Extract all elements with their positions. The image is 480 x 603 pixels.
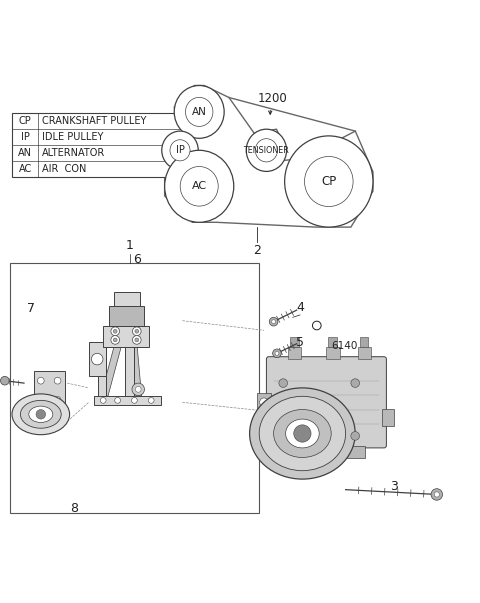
Ellipse shape	[185, 97, 213, 127]
Text: 1: 1	[126, 239, 133, 252]
Circle shape	[36, 409, 46, 419]
Ellipse shape	[162, 131, 198, 169]
Ellipse shape	[180, 166, 218, 206]
Text: 3: 3	[390, 480, 397, 493]
Polygon shape	[89, 343, 106, 376]
Text: TENSIONER: TENSIONER	[243, 146, 289, 155]
Text: IP: IP	[176, 145, 184, 156]
Circle shape	[54, 397, 61, 403]
Ellipse shape	[246, 129, 287, 171]
Circle shape	[111, 336, 120, 344]
Ellipse shape	[274, 409, 331, 458]
Polygon shape	[103, 326, 149, 347]
Text: AC: AC	[192, 182, 207, 191]
Polygon shape	[130, 343, 142, 396]
Circle shape	[135, 329, 139, 333]
Ellipse shape	[165, 150, 234, 223]
Polygon shape	[109, 306, 144, 326]
Text: 6: 6	[133, 253, 141, 267]
Ellipse shape	[304, 156, 353, 207]
Ellipse shape	[29, 406, 53, 423]
Polygon shape	[34, 371, 65, 407]
Circle shape	[273, 349, 281, 358]
Text: 2: 2	[253, 244, 261, 257]
Bar	[288, 347, 301, 359]
Circle shape	[37, 397, 44, 403]
Bar	[382, 409, 394, 426]
Bar	[290, 338, 299, 347]
Bar	[358, 347, 371, 359]
Circle shape	[111, 327, 120, 336]
Polygon shape	[114, 292, 140, 306]
Text: 8: 8	[71, 502, 78, 516]
Circle shape	[132, 397, 137, 403]
Text: AC: AC	[19, 164, 32, 174]
Circle shape	[115, 397, 120, 403]
Text: IP: IP	[21, 132, 30, 142]
Circle shape	[279, 379, 288, 387]
Circle shape	[260, 398, 268, 406]
Circle shape	[135, 338, 139, 342]
Circle shape	[269, 317, 278, 326]
Circle shape	[113, 338, 117, 342]
Text: 6140: 6140	[332, 341, 358, 351]
Ellipse shape	[20, 400, 61, 428]
Text: 4: 4	[296, 302, 304, 314]
Text: CP: CP	[321, 175, 336, 188]
Circle shape	[37, 377, 44, 384]
Bar	[12, 113, 185, 177]
Bar	[10, 263, 259, 513]
Circle shape	[279, 432, 288, 440]
Circle shape	[91, 353, 103, 365]
Ellipse shape	[255, 139, 277, 162]
Circle shape	[148, 397, 154, 403]
Circle shape	[275, 352, 279, 355]
Circle shape	[0, 376, 9, 385]
Ellipse shape	[285, 136, 373, 227]
Ellipse shape	[259, 396, 346, 471]
Bar	[360, 338, 368, 347]
Circle shape	[100, 397, 106, 403]
Circle shape	[351, 432, 360, 440]
Circle shape	[54, 377, 61, 384]
Ellipse shape	[170, 140, 190, 161]
Text: AIR  CON: AIR CON	[42, 164, 86, 174]
Polygon shape	[98, 347, 106, 396]
FancyBboxPatch shape	[266, 357, 386, 448]
Polygon shape	[293, 446, 365, 458]
Circle shape	[132, 327, 141, 336]
Ellipse shape	[12, 394, 70, 435]
Polygon shape	[101, 343, 122, 396]
Text: 7: 7	[27, 302, 35, 315]
Bar	[326, 347, 340, 359]
Circle shape	[113, 329, 117, 333]
Text: CP: CP	[19, 116, 32, 126]
Text: 1200: 1200	[258, 92, 288, 105]
Polygon shape	[94, 396, 161, 405]
Circle shape	[434, 492, 439, 497]
Ellipse shape	[174, 86, 224, 138]
Circle shape	[272, 320, 276, 324]
Text: ALTERNATOR: ALTERNATOR	[42, 148, 106, 158]
Text: AN: AN	[18, 148, 32, 158]
Text: CRANKSHAFT PULLEY: CRANKSHAFT PULLEY	[42, 116, 146, 126]
Circle shape	[431, 488, 443, 500]
Ellipse shape	[250, 388, 355, 479]
Text: IDLE PULLEY: IDLE PULLEY	[42, 132, 104, 142]
Text: AN: AN	[192, 107, 206, 117]
Polygon shape	[125, 338, 134, 396]
Text: 5: 5	[296, 336, 304, 349]
Circle shape	[135, 387, 141, 392]
Bar	[328, 338, 337, 347]
Circle shape	[132, 336, 141, 344]
Bar	[257, 393, 271, 412]
Ellipse shape	[286, 419, 319, 448]
Circle shape	[351, 379, 360, 387]
Circle shape	[294, 425, 311, 442]
Circle shape	[132, 383, 144, 396]
